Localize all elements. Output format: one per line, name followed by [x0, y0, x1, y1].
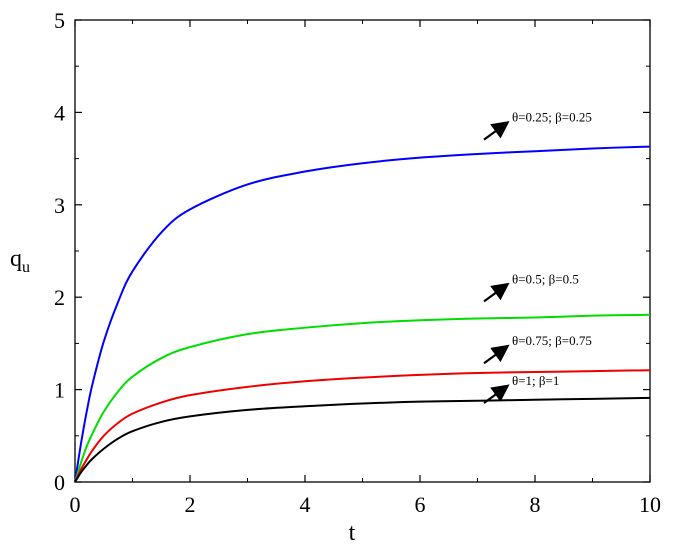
annotations: θ=0.25; β=0.25 θ=0.5; β=0.5 θ=0.75; β=0.75… — [483, 110, 592, 404]
series-line-1 — [74, 313, 651, 483]
x-tick-label: 4 — [300, 492, 311, 517]
series-line-2 — [74, 369, 651, 483]
annotation-label-0: θ=0.25; β=0.25 — [512, 110, 592, 125]
tick-labels: 0 2 4 6 8 10 0 1 2 3 4 5 — [54, 8, 661, 517]
y-axis-label: qu — [10, 246, 30, 276]
x-tick-label: 6 — [415, 492, 426, 517]
axis-ticks — [74, 19, 651, 483]
series-lines — [74, 145, 651, 483]
annotation-arrow-0 — [483, 121, 510, 141]
y-tick-label: 3 — [54, 193, 65, 218]
annotation-arrow-2 — [483, 344, 510, 365]
annotation-label-3: θ=1; β=1 — [512, 373, 559, 388]
annotation-label-1: θ=0.5; β=0.5 — [512, 271, 579, 286]
annotation-arrow-3 — [483, 384, 510, 404]
y-tick-label: 4 — [54, 100, 65, 125]
x-tick-label: 8 — [530, 492, 541, 517]
annotation-arrow-1 — [483, 282, 510, 303]
x-tick-label: 2 — [185, 492, 196, 517]
x-axis-label: t — [349, 520, 356, 546]
y-tick-label: 2 — [54, 285, 65, 310]
y-tick-label: 1 — [54, 378, 65, 403]
series-line-0 — [74, 145, 651, 483]
annotation-label-2: θ=0.75; β=0.75 — [512, 333, 592, 348]
y-tick-label: 0 — [54, 470, 65, 495]
y-tick-label: 5 — [54, 8, 65, 33]
y-axis-label-sub: u — [22, 259, 30, 276]
x-tick-label: 10 — [639, 492, 661, 517]
series-line-3 — [74, 396, 651, 483]
x-tick-label: 0 — [70, 492, 81, 517]
plot-frame — [74, 19, 651, 483]
y-axis-label-main: q — [10, 246, 22, 272]
